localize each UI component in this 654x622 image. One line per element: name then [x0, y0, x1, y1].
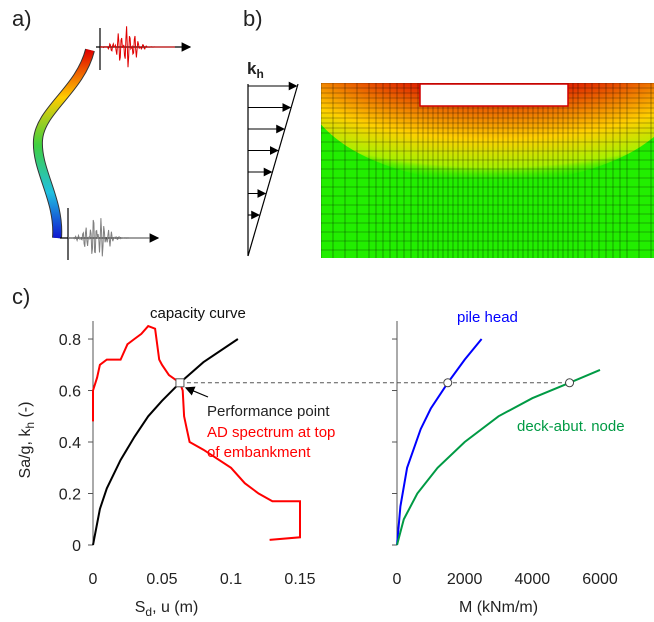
panel-label: c)	[12, 284, 30, 309]
axis-label: M (kNm/m)	[459, 599, 538, 616]
point	[443, 378, 453, 388]
y-tick-label: 0	[72, 538, 81, 555]
pile-illustration	[32, 26, 192, 260]
series-label: capacity curve	[150, 305, 246, 322]
series-label: pile head	[457, 309, 518, 326]
series-line	[396, 338, 483, 546]
charts: 0 0.2 0.4 0.6 0.8 0 0.05 0.1 0.15 Sd, u (m) Sa/g, …	[17, 305, 625, 619]
y-tick-label: 0.4	[59, 435, 81, 452]
x-tick-label: 0.05	[146, 571, 177, 588]
y-tick-label: 0.6	[59, 384, 81, 401]
x-tick-label: 6000	[582, 571, 618, 588]
y-tick-label: 0.2	[59, 487, 81, 504]
x-tick-label: 0.1	[220, 571, 242, 588]
series-line	[92, 324, 301, 541]
annotation-arrow	[184, 386, 209, 398]
kh-label: kh	[247, 59, 264, 81]
point	[565, 378, 575, 388]
y-tick-label: 0.8	[59, 332, 81, 349]
series-line	[396, 368, 601, 546]
series-line	[92, 338, 239, 546]
panel-label: b)	[243, 6, 263, 31]
performance-point	[175, 378, 185, 388]
kh-profile	[247, 81, 299, 257]
axis-label: Sa/g, kh (-)	[17, 402, 37, 479]
axis-label: Sd, u (m)	[135, 599, 199, 619]
x-tick-label: 0	[89, 571, 98, 588]
x-tick-label: 0	[393, 571, 402, 588]
annotation: Performance point	[207, 403, 330, 420]
x-tick-label: 0.15	[284, 571, 315, 588]
x-tick-label: 4000	[515, 571, 551, 588]
x-tick-label: 2000	[447, 571, 483, 588]
series-label: AD spectrum at top of embankment	[207, 424, 335, 461]
series-label: deck-abut. node	[517, 418, 625, 435]
mesh	[321, 83, 654, 258]
panel-label: a)	[12, 6, 32, 31]
